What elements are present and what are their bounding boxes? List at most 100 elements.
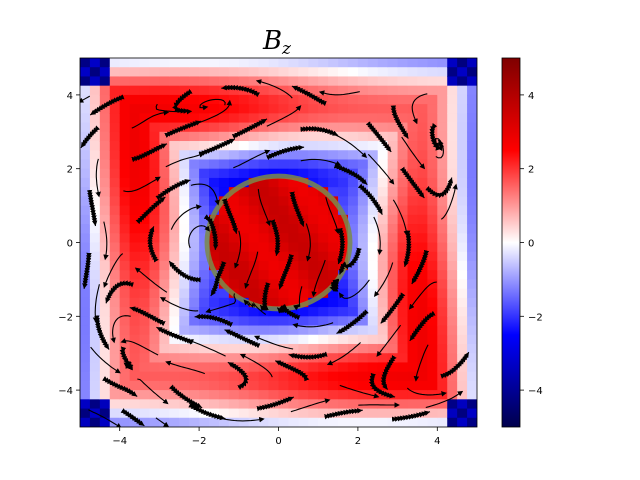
heatmap-cell: [357, 334, 369, 345]
heatmap-cell: [457, 408, 468, 419]
heatmap-cell: [467, 76, 477, 87]
heatmap-cell: [367, 297, 379, 308]
heatmap-cell: [169, 242, 180, 253]
heatmap-cell: [109, 104, 121, 114]
streamline: [376, 324, 402, 357]
heatmap-cell: [357, 85, 369, 96]
heatmap-cell: [387, 270, 399, 280]
heatmap-cell: [80, 297, 91, 308]
heatmap-cell: [248, 224, 260, 234]
heatmap-cell: [119, 58, 131, 68]
heatmap-cell: [417, 67, 428, 78]
heatmap-cell: [298, 196, 309, 207]
heatmap-cell: [367, 417, 379, 427]
heatmap-cell: [278, 297, 290, 308]
heatmap-cell: [99, 316, 111, 327]
heatmap-cell: [437, 214, 448, 225]
heatmap-cell: [159, 214, 170, 225]
heatmap-cell: [318, 168, 329, 179]
heatmap-cell: [109, 408, 121, 419]
heatmap-cell: [467, 187, 477, 197]
heatmap-cell: [288, 214, 299, 225]
heatmap-cell: [467, 150, 477, 161]
heatmap-cell: [89, 233, 101, 244]
heatmap-cell: [89, 288, 101, 299]
heatmap-cell: [447, 187, 458, 197]
heatmap-cell: [467, 380, 477, 391]
heatmap-cell: [199, 279, 210, 290]
heatmap-cell: [139, 85, 151, 96]
streamline: [188, 402, 226, 421]
heatmap-cell: [189, 233, 200, 244]
heatmap-cell: [397, 58, 409, 68]
heatmap-cell: [159, 390, 170, 400]
heatmap-cell: [119, 122, 131, 133]
heatmap-cell: [238, 343, 250, 354]
streamline: [199, 99, 233, 124]
streamline: [305, 223, 312, 262]
heatmap-cell: [169, 371, 180, 382]
colorbar-tick-label: 2: [528, 165, 534, 176]
heatmap-cell: [427, 104, 438, 114]
heatmap-cell: [228, 150, 240, 161]
heatmap-cell: [308, 334, 319, 345]
streamline: [329, 278, 340, 292]
heatmap-cell: [218, 297, 230, 308]
heatmap-cell: [328, 362, 339, 373]
heatmap-cell: [159, 150, 170, 161]
heatmap-cell: [109, 205, 121, 216]
heatmap-cell: [258, 104, 270, 114]
heatmap-cell: [248, 307, 260, 317]
heatmap-cell: [189, 76, 200, 87]
heatmap-cell: [397, 104, 409, 114]
heatmap-cell: [80, 104, 91, 114]
heatmap-cell: [357, 113, 369, 124]
heatmap-cell: [199, 141, 210, 151]
heatmap-cell: [407, 131, 419, 142]
heatmap-cell: [169, 417, 180, 427]
heatmap-cell: [159, 58, 170, 68]
heatmap-cell: [169, 104, 180, 114]
heatmap-cell: [119, 307, 131, 317]
heatmap-cell: [407, 343, 419, 354]
heatmap-cell: [407, 214, 419, 225]
heatmap-cell: [367, 334, 379, 345]
heatmap-cell: [387, 76, 399, 87]
heatmap-cell: [298, 94, 309, 105]
heatmap-cell: [367, 233, 379, 244]
heatmap-cell: [238, 85, 250, 96]
heatmap-cell: [318, 67, 329, 78]
heatmap-cell: [218, 371, 230, 382]
heatmap-cell: [238, 260, 250, 271]
heatmap-cell: [367, 307, 379, 317]
heatmap-cell: [357, 94, 369, 105]
heatmap-cell: [357, 307, 369, 317]
heatmap-cell: [387, 159, 399, 170]
heatmap-cell: [437, 316, 448, 327]
heatmap-cell: [347, 353, 359, 364]
heatmap-cell: [377, 177, 389, 188]
heatmap-cell: [397, 233, 409, 244]
streamline: [338, 279, 370, 299]
heatmap-cell: [109, 390, 121, 400]
heatmap-cell: [308, 307, 319, 317]
heatmap-cell: [387, 177, 399, 188]
heatmap-cell: [347, 390, 359, 400]
heatmap-cell: [159, 270, 170, 280]
heatmap-cell: [417, 150, 428, 161]
heatmap-cell: [457, 316, 468, 327]
heatmap-cell: [367, 177, 379, 188]
heatmap-cell: [169, 316, 180, 327]
heatmap-cell: [437, 408, 448, 419]
heatmap-cell: [139, 316, 151, 327]
heatmap-cell: [149, 58, 161, 68]
streamline: [129, 306, 166, 327]
heatmap-cell: [89, 58, 101, 68]
heatmap-cell: [80, 260, 91, 271]
heatmap-cell: [258, 159, 270, 170]
heatmap-cell: [268, 141, 280, 151]
heatmap-cell: [298, 224, 309, 234]
heatmap-cell: [89, 177, 101, 188]
heatmap-cell: [457, 187, 468, 197]
heatmap-cell: [119, 205, 131, 216]
